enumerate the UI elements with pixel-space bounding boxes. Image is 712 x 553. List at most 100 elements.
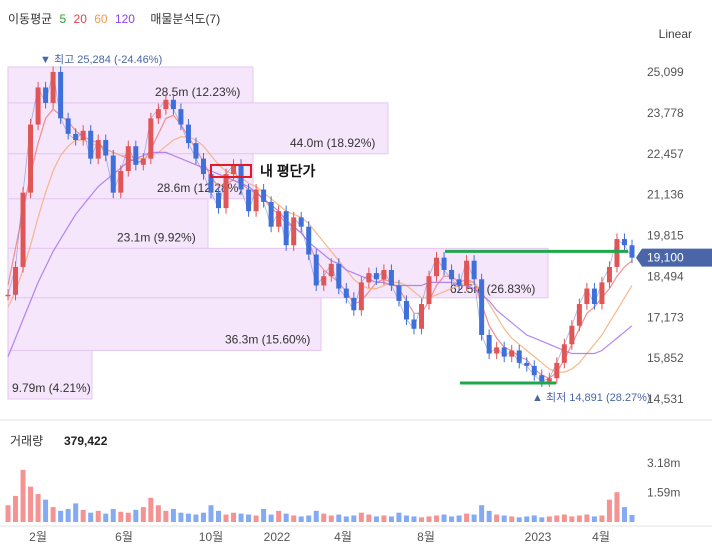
candle-body bbox=[103, 140, 109, 156]
volume-bar bbox=[426, 516, 432, 522]
candle-body bbox=[599, 282, 605, 305]
high-price-label: ▼ 최고 25,284 (-24.46%) bbox=[40, 53, 162, 66]
ma5-legend[interactable]: 5 bbox=[59, 12, 67, 26]
volume-bar bbox=[178, 512, 184, 522]
ma120-legend[interactable]: 120 bbox=[114, 12, 135, 26]
volume-bar bbox=[418, 517, 424, 522]
avg-price-box bbox=[210, 163, 252, 178]
candle-body bbox=[246, 189, 252, 212]
volume-profile-bar bbox=[7, 247, 549, 299]
candle-body bbox=[163, 99, 169, 110]
candle-body bbox=[456, 279, 462, 286]
ma60-legend[interactable]: 60 bbox=[94, 12, 108, 26]
volume-bar bbox=[43, 499, 49, 522]
volume-bar bbox=[321, 513, 327, 522]
volume-tick-label: 3.18m bbox=[647, 456, 680, 470]
candle-body bbox=[494, 347, 500, 354]
x-tick-label: 2월 bbox=[29, 530, 47, 544]
candle-body bbox=[185, 124, 191, 144]
volume-bar bbox=[456, 515, 462, 522]
candle-body bbox=[276, 211, 282, 227]
candle-body bbox=[253, 189, 259, 212]
volume-bar bbox=[486, 510, 492, 522]
candle-body bbox=[471, 260, 477, 280]
y-tick-label: 22,457 bbox=[647, 147, 684, 161]
candle-body bbox=[73, 133, 79, 141]
volume-bar bbox=[185, 513, 191, 522]
candle-body bbox=[80, 130, 86, 141]
volume-bar bbox=[501, 515, 507, 522]
volume-bar bbox=[231, 512, 237, 522]
candle-body bbox=[373, 273, 379, 280]
candle-body bbox=[88, 130, 94, 159]
candle-body bbox=[561, 344, 567, 363]
candle-body bbox=[43, 87, 49, 103]
x-tick-label: 4월 bbox=[334, 530, 352, 544]
volume-bar bbox=[434, 515, 440, 522]
candle-body bbox=[13, 266, 19, 295]
candle-body bbox=[133, 146, 139, 165]
candle-body bbox=[509, 350, 515, 357]
volume-bar bbox=[561, 514, 567, 522]
volume-bar bbox=[103, 513, 109, 522]
x-tick-label: 4월 bbox=[592, 530, 610, 544]
y-tick-label: 14,531 bbox=[647, 392, 684, 406]
volume-bar bbox=[216, 510, 222, 522]
volume-bar bbox=[110, 508, 116, 522]
volume-bar bbox=[614, 492, 620, 522]
candle-body bbox=[170, 99, 176, 110]
volume-bar bbox=[449, 516, 455, 522]
candle-body bbox=[584, 288, 590, 305]
avg-price-annotation: 내 평단가 bbox=[260, 163, 316, 179]
candle-body bbox=[629, 245, 635, 258]
volume-bar bbox=[388, 516, 394, 522]
candle-body bbox=[358, 282, 364, 311]
candle-body bbox=[328, 263, 334, 277]
candle-body bbox=[606, 266, 612, 283]
volume-profile-bar bbox=[7, 66, 254, 104]
candle-body bbox=[291, 217, 297, 246]
volume-bar bbox=[576, 515, 582, 522]
volume-bar bbox=[200, 512, 206, 522]
volume-bar bbox=[193, 514, 199, 522]
candle-body bbox=[20, 192, 26, 267]
volume-profile-bar bbox=[7, 349, 93, 400]
candle-body bbox=[306, 226, 312, 255]
current-price-badge bbox=[636, 248, 712, 267]
volume-bar bbox=[396, 512, 402, 522]
volume-bar bbox=[73, 503, 79, 522]
volume-bar bbox=[546, 516, 552, 522]
volume-profile-legend[interactable]: 매물분석도(7) bbox=[150, 12, 221, 26]
candle-body bbox=[396, 285, 402, 301]
volume-bar bbox=[531, 515, 537, 522]
candle-body bbox=[223, 174, 229, 209]
candle-body bbox=[366, 273, 372, 283]
x-tick-label: 2023 bbox=[525, 530, 552, 544]
volume-profile-label: 44.0m (18.92%) bbox=[290, 136, 375, 150]
volume-bar bbox=[80, 509, 86, 522]
candle-body bbox=[381, 270, 387, 280]
volume-profile-label: 9.79m (4.21%) bbox=[12, 381, 91, 395]
chart-legend: 이동평균 5 20 60 120 매물분석도(7) bbox=[8, 10, 224, 27]
volume-bar bbox=[291, 515, 297, 522]
candle-body bbox=[140, 158, 146, 165]
volume-bar bbox=[621, 507, 627, 522]
volume-bar bbox=[479, 505, 485, 522]
candle-body bbox=[449, 270, 455, 280]
volume-bar bbox=[35, 494, 41, 522]
volume-bar bbox=[118, 511, 124, 522]
scale-toggle-button[interactable]: Linear bbox=[658, 27, 692, 41]
candle-body bbox=[621, 239, 627, 246]
volume-bar bbox=[471, 514, 477, 522]
ma-line bbox=[7, 136, 633, 373]
volume-bar bbox=[441, 514, 447, 522]
candle-body bbox=[65, 118, 71, 134]
volume-bar bbox=[133, 509, 139, 522]
candle-body bbox=[591, 288, 597, 305]
candle-body bbox=[434, 257, 440, 277]
candle-body bbox=[411, 319, 417, 329]
candle-body bbox=[539, 375, 545, 382]
ma20-legend[interactable]: 20 bbox=[73, 12, 87, 26]
volume-bar bbox=[298, 516, 304, 522]
